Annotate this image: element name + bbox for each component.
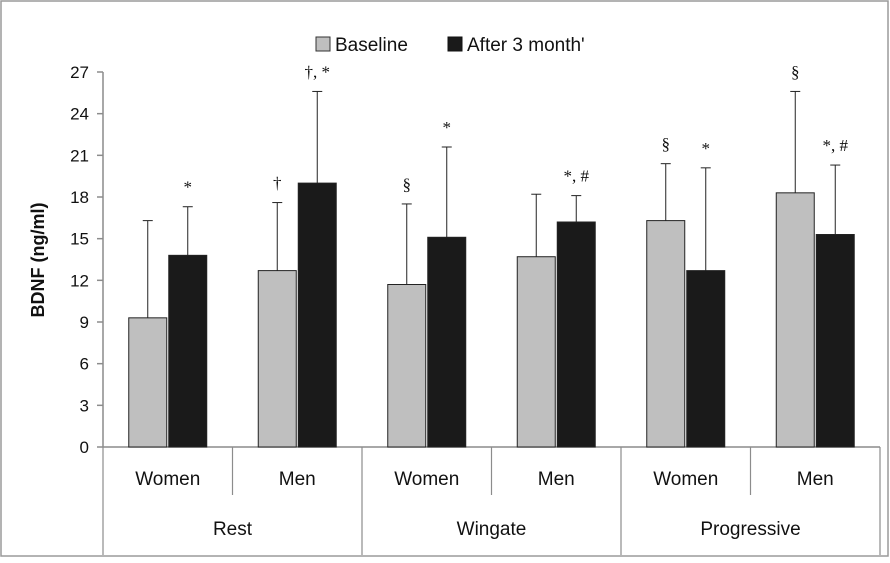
x-category-label: Men xyxy=(538,469,575,490)
legend: Baseline After 3 month' xyxy=(315,35,585,56)
significance-marker: * xyxy=(443,118,452,137)
legend-swatch-after xyxy=(447,36,463,52)
significance-marker: *, # xyxy=(564,167,590,186)
bar-after xyxy=(686,270,726,448)
legend-label-after: After 3 month' xyxy=(467,35,585,56)
bar-baseline xyxy=(516,256,556,448)
y-tick-label: 12 xyxy=(70,271,89,290)
y-tick-label: 9 xyxy=(80,313,89,332)
legend-swatch-baseline xyxy=(315,36,331,52)
y-tick-label: 15 xyxy=(70,230,89,249)
y-tick-label: 6 xyxy=(80,355,89,374)
x-group-label: Rest xyxy=(213,519,253,540)
y-tick-label: 18 xyxy=(70,188,89,207)
y-tick-label: 3 xyxy=(80,396,89,415)
y-tick-label: 27 xyxy=(70,63,89,82)
significance-marker: § xyxy=(403,175,412,194)
x-group-label: Progressive xyxy=(700,519,800,540)
significance-marker: * xyxy=(702,139,711,158)
bar-baseline xyxy=(257,270,297,448)
x-category-label: Women xyxy=(394,469,459,490)
bar-after xyxy=(168,254,208,448)
significance-marker: * xyxy=(184,178,193,197)
bar-after xyxy=(556,221,596,448)
bar-baseline xyxy=(387,284,427,448)
significance-marker: *, # xyxy=(823,136,849,155)
bar-after xyxy=(427,236,467,448)
plot-area: 0 3 6 9 12 15 18 21 24 27 Women Men Women Men Women Men… xyxy=(70,62,881,555)
bar-after xyxy=(815,234,855,448)
legend-label-baseline: Baseline xyxy=(335,35,408,56)
bar-after xyxy=(297,182,337,448)
y-tick-label: 24 xyxy=(70,105,89,124)
bar-baseline xyxy=(775,192,815,448)
bar-baseline xyxy=(646,220,686,448)
significance-marker: § xyxy=(662,135,671,154)
x-category-label: Women xyxy=(653,469,718,490)
significance-marker: § xyxy=(791,62,800,81)
y-tick-label: 21 xyxy=(70,146,89,165)
x-category-label: Men xyxy=(279,469,316,490)
x-category-label: Women xyxy=(135,469,200,490)
x-group-label: Wingate xyxy=(457,519,527,540)
x-category-label: Men xyxy=(797,469,834,490)
significance-marker: †, * xyxy=(305,62,331,81)
bar-baseline xyxy=(128,317,168,448)
y-tick-label: 0 xyxy=(80,438,89,457)
significance-marker: † xyxy=(273,174,282,193)
y-axis-title: BDNF (ng/ml) xyxy=(28,203,48,318)
